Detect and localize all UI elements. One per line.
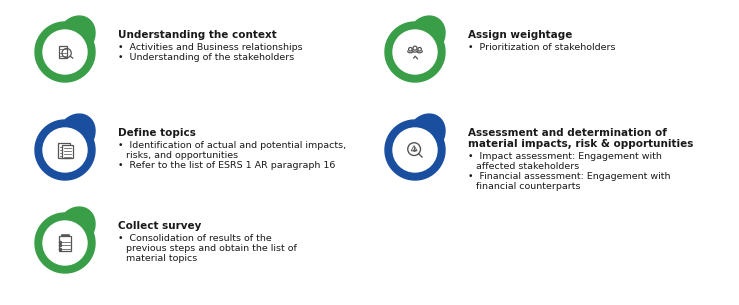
Circle shape xyxy=(43,128,87,172)
Bar xyxy=(59,236,71,251)
Text: Understanding the context: Understanding the context xyxy=(118,30,276,40)
Bar xyxy=(59,46,67,58)
Text: •  Prioritization of stakeholders: • Prioritization of stakeholders xyxy=(468,43,616,52)
Polygon shape xyxy=(35,207,95,273)
Text: •  Activities and Business relationships: • Activities and Business relationships xyxy=(118,43,303,52)
Text: •  Identification of actual and potential impacts,: • Identification of actual and potential… xyxy=(118,141,346,150)
Text: previous steps and obtain the list of: previous steps and obtain the list of xyxy=(126,244,297,253)
Polygon shape xyxy=(35,114,95,180)
Circle shape xyxy=(43,221,87,265)
Text: •  Impact assessment: Engagement with: • Impact assessment: Engagement with xyxy=(468,152,662,161)
Text: •  Financial assessment: Engagement with: • Financial assessment: Engagement with xyxy=(468,172,670,181)
Text: •  Refer to the list of ESRS 1 AR paragraph 16: • Refer to the list of ESRS 1 AR paragra… xyxy=(118,161,336,170)
Text: financial counterparts: financial counterparts xyxy=(476,182,581,191)
Text: •  Consolidation of results of the: • Consolidation of results of the xyxy=(118,234,272,243)
Circle shape xyxy=(393,30,437,74)
Polygon shape xyxy=(385,16,445,82)
Text: material impacts, risk & opportunities: material impacts, risk & opportunities xyxy=(468,139,693,149)
Text: Define topics: Define topics xyxy=(118,128,196,138)
Text: affected stakeholders: affected stakeholders xyxy=(476,162,579,171)
Circle shape xyxy=(43,30,87,74)
Polygon shape xyxy=(35,16,95,82)
Text: material topics: material topics xyxy=(126,254,197,263)
Circle shape xyxy=(393,128,437,172)
Text: Collect survey: Collect survey xyxy=(118,221,201,231)
Text: Assign weightage: Assign weightage xyxy=(468,30,573,40)
Bar xyxy=(61,234,69,236)
Bar xyxy=(58,143,70,158)
Polygon shape xyxy=(385,114,445,180)
Bar xyxy=(61,145,72,158)
Text: •  Understanding of the stakeholders: • Understanding of the stakeholders xyxy=(118,53,294,62)
Text: risks, and opportunities: risks, and opportunities xyxy=(126,151,238,160)
Text: Assessment and determination of: Assessment and determination of xyxy=(468,128,667,138)
